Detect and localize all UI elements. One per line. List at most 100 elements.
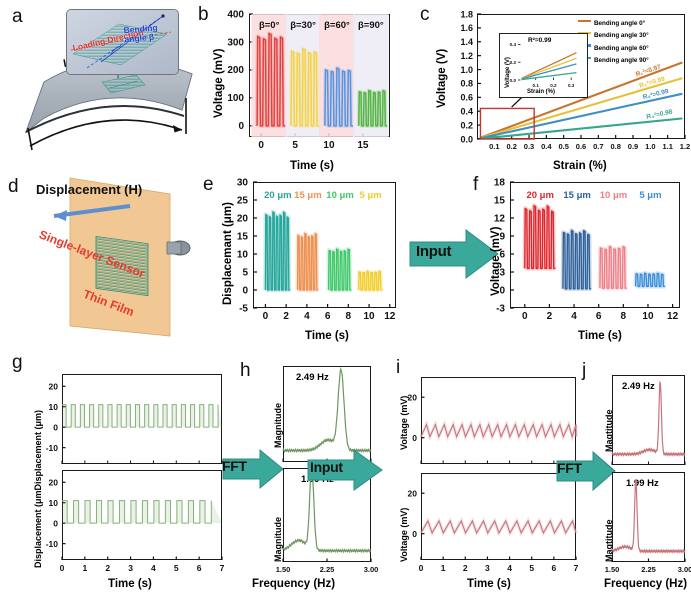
svg-text:2: 2 xyxy=(105,563,110,573)
svg-text:1.50: 1.50 xyxy=(276,565,291,574)
svg-text:1.6: 1.6 xyxy=(460,23,473,33)
svg-text:12: 12 xyxy=(494,213,506,224)
svg-text:0.3: 0.3 xyxy=(568,83,575,88)
panel-i-plot-bottom xyxy=(421,473,576,560)
panel-c-inset-xlabel: Strain (%) xyxy=(527,89,556,95)
svg-text:4: 4 xyxy=(571,311,577,322)
svg-text:3: 3 xyxy=(128,563,133,573)
svg-text:3.00: 3.00 xyxy=(364,565,379,574)
svg-text:0.6: 0.6 xyxy=(460,93,473,103)
panel-c-axis: 0.1 0.2 0.3 0.4 0.5 0.6 0.7 0.8 0.9 1.0 1.1 1.20.00… xyxy=(460,9,690,151)
svg-text:2: 2 xyxy=(547,311,553,322)
legend-label: Bending angle 0° xyxy=(594,20,646,27)
svg-text:β=90°: β=90° xyxy=(358,20,384,31)
svg-text:6: 6 xyxy=(197,563,202,573)
svg-text:6: 6 xyxy=(325,311,331,322)
arrow-icon xyxy=(556,450,616,492)
svg-text:0: 0 xyxy=(238,121,244,132)
svg-text:12: 12 xyxy=(384,311,396,322)
panel-d-svg xyxy=(53,177,191,337)
svg-text:100: 100 xyxy=(227,93,244,104)
svg-text:400: 400 xyxy=(227,9,244,20)
svg-text:5 μm: 5 μm xyxy=(360,190,382,201)
svg-text:6: 6 xyxy=(499,249,505,260)
svg-text:1.8: 1.8 xyxy=(460,9,473,19)
panel-j-axis: 1.50 2.25 3.00 xyxy=(605,380,691,574)
svg-text:0: 0 xyxy=(53,422,58,432)
panel-c-letter: c xyxy=(420,4,430,25)
legend-item-3: Bending angle 90° xyxy=(578,53,649,65)
panel-a-inset-svg xyxy=(67,10,178,74)
panel-a-inset: Loading Direction Bending angle β xyxy=(66,9,179,75)
svg-text:15: 15 xyxy=(494,195,506,206)
svg-text:3: 3 xyxy=(485,563,490,573)
panel-f-letter: f xyxy=(473,174,479,195)
svg-text:1.2: 1.2 xyxy=(680,142,690,151)
panel-f-axis: 0 2 4 6 8 10 12 -3 0 3 6 9 12 15 18 20 μm 15 μm 10 μm 5 μm xyxy=(494,177,679,322)
svg-text:0.4: 0.4 xyxy=(460,107,473,117)
svg-text:0.2: 0.2 xyxy=(550,83,557,88)
panel-i-letter: i xyxy=(396,357,401,378)
panel-b-axis: 0 5 10 15 0 100 200 300 400 β=0° β=30° β=60° β=90° xyxy=(227,9,389,151)
svg-text:1.0: 1.0 xyxy=(460,65,473,75)
svg-text:β=60°: β=60° xyxy=(324,20,350,31)
svg-text:5: 5 xyxy=(242,267,248,278)
svg-text:10 μm: 10 μm xyxy=(326,190,353,201)
svg-text:0.5: 0.5 xyxy=(558,142,568,151)
svg-text:3.00: 3.00 xyxy=(678,565,691,574)
svg-text:0.2: 0.2 xyxy=(510,60,517,65)
svg-text:0: 0 xyxy=(419,563,424,573)
legend-item-2: Bending angle 60° xyxy=(578,41,649,53)
svg-text:1.4: 1.4 xyxy=(460,37,473,47)
svg-text:15 μm: 15 μm xyxy=(563,190,590,201)
svg-text:0.3: 0.3 xyxy=(524,142,534,151)
svg-text:1.50: 1.50 xyxy=(605,565,620,574)
panel-e-axis: 0 2 4 6 8 10 12 -5 0 5 10 15 20 25 30 20 μm 15 μm 10 μm 5 … xyxy=(237,177,396,322)
svg-text:20: 20 xyxy=(408,489,418,499)
svg-text:0: 0 xyxy=(412,529,417,539)
svg-text:7: 7 xyxy=(220,563,225,573)
svg-text:10: 10 xyxy=(642,311,654,322)
svg-text:4: 4 xyxy=(304,311,310,322)
flow-arrow-input-1-label: Input xyxy=(416,243,452,260)
panel-c-inset-svg: 0.1 0.2 0.3 0.0 0.2 0.4 xyxy=(510,42,577,88)
svg-text:20 μm: 20 μm xyxy=(526,190,553,201)
svg-text:0.1: 0.1 xyxy=(489,142,499,151)
panel-c-ylabel: Voltage (V) xyxy=(436,48,448,108)
svg-text:10: 10 xyxy=(323,140,335,151)
svg-text:1.0: 1.0 xyxy=(645,142,655,151)
flow-arrow-input-1 xyxy=(408,228,500,280)
svg-text:0: 0 xyxy=(60,563,65,573)
flow-arrow-fft-2 xyxy=(556,450,616,492)
svg-text:3: 3 xyxy=(499,267,505,278)
svg-text:0.0: 0.0 xyxy=(460,134,473,144)
svg-text:2: 2 xyxy=(283,311,289,322)
svg-text:10: 10 xyxy=(237,249,249,260)
legend-swatch xyxy=(578,19,591,23)
svg-text:4: 4 xyxy=(151,563,156,573)
panel-a-letter: a xyxy=(12,6,23,27)
flow-arrow-fft-2-label: FFT xyxy=(557,460,582,476)
svg-text:2.25: 2.25 xyxy=(320,565,335,574)
svg-text:200: 200 xyxy=(227,65,244,76)
panel-h-plot-top xyxy=(283,366,371,462)
svg-text:2.25: 2.25 xyxy=(641,565,656,574)
panel-g-axis: -10 0 10 20 0 1 2 3 4 5 6 7 -10 0 10 20 xyxy=(46,382,225,573)
svg-text:30: 30 xyxy=(237,177,249,188)
svg-text:0: 0 xyxy=(263,311,269,322)
panel-b-ylabel: Voltage (mV) xyxy=(213,48,225,118)
svg-text:6: 6 xyxy=(551,563,556,573)
svg-text:0.8: 0.8 xyxy=(610,142,620,151)
panel-d-letter: d xyxy=(8,176,19,197)
svg-text:-3: -3 xyxy=(496,303,505,314)
svg-text:20 μm: 20 μm xyxy=(264,190,291,201)
flow-arrow-input-2-label: Input xyxy=(310,459,343,475)
svg-text:10: 10 xyxy=(363,311,375,322)
svg-text:8: 8 xyxy=(346,311,352,322)
panel-c-inset-ylabel: Voltage (V) xyxy=(505,57,511,88)
svg-text:5: 5 xyxy=(292,140,298,151)
panel-g-plot-top xyxy=(62,374,222,464)
svg-text:4: 4 xyxy=(507,563,512,573)
svg-text:1.1: 1.1 xyxy=(662,142,672,151)
svg-text:0.9: 0.9 xyxy=(628,142,638,151)
